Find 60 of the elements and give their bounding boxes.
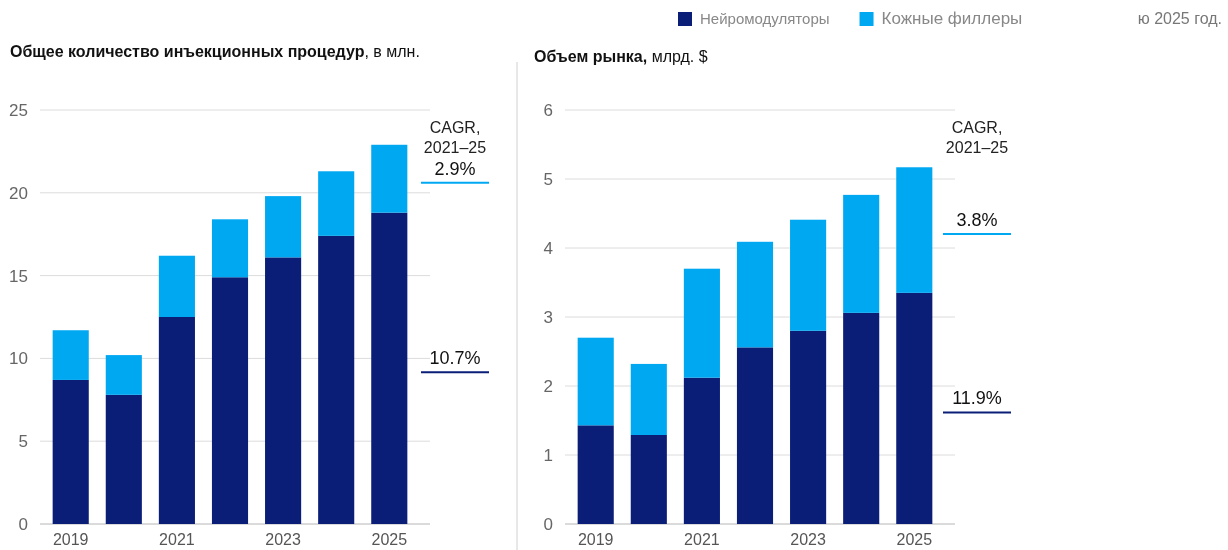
x-tick-label: 2025 <box>896 531 933 549</box>
bar <box>683 377 720 524</box>
x-tick-label: 2023 <box>790 531 826 549</box>
bar <box>371 212 408 524</box>
bar <box>265 257 302 524</box>
x-tick-label: 2021 <box>684 531 720 549</box>
bar <box>736 347 774 524</box>
annotation: CAGR, 2021–25 <box>423 119 487 156</box>
y-tick-label: 2 <box>543 376 553 396</box>
annotation: CAGR, 2021–25 <box>945 119 1009 156</box>
y-tick-label: 1 <box>543 445 553 465</box>
annotation: 10.7% <box>429 348 481 369</box>
y-tick-label: 6 <box>543 100 553 120</box>
bar <box>158 255 195 317</box>
chart-title: Общее количество инъекционных процедур, в млн. <box>10 43 420 60</box>
bar <box>318 171 355 236</box>
y-tick-label: 10 <box>9 349 28 369</box>
bar <box>52 330 89 380</box>
y-tick-label: 5 <box>543 169 553 189</box>
bar <box>105 355 142 395</box>
x-tick-label: 2025 <box>371 531 408 549</box>
bar <box>52 379 89 524</box>
bar <box>577 425 614 524</box>
text: 3.8% <box>956 210 998 231</box>
bar <box>683 268 720 378</box>
bar <box>265 196 302 258</box>
bar <box>211 219 249 278</box>
x-tick-label: 2019 <box>52 531 89 549</box>
bar <box>105 394 142 524</box>
legend-label: Кожные филлеры <box>881 9 1023 28</box>
bar <box>318 235 355 524</box>
y-tick-label: 5 <box>18 432 28 452</box>
x-tick-label: 2019 <box>577 531 614 549</box>
bar <box>790 330 827 524</box>
y-tick-label: 4 <box>543 238 553 258</box>
y-tick-label: 25 <box>9 100 28 120</box>
y-tick-label: 15 <box>9 266 28 286</box>
bar <box>896 292 933 524</box>
bar <box>736 241 774 348</box>
annotation: 11.9% <box>952 388 1002 409</box>
chart-title: Объем рынка, млрд. $ <box>534 48 708 65</box>
text: 2.9% <box>434 158 476 179</box>
bar <box>843 194 880 313</box>
y-tick-label: 0 <box>543 514 553 534</box>
legend-label: Нейромодуляторы <box>700 10 830 27</box>
bar <box>371 144 408 213</box>
bar <box>790 219 827 331</box>
x-tick-label: 2023 <box>265 531 301 549</box>
bar <box>577 337 614 426</box>
bar <box>211 277 249 524</box>
bar <box>630 434 667 524</box>
bar <box>843 312 880 524</box>
bar <box>896 167 933 293</box>
y-tick-label: 3 <box>543 307 553 327</box>
x-tick-label: 2021 <box>159 531 195 549</box>
y-tick-label: 20 <box>9 183 28 203</box>
y-tick-label: 0 <box>18 514 28 534</box>
bar <box>158 317 195 524</box>
bar <box>630 363 667 435</box>
text: ю 2025 год. <box>1137 10 1222 27</box>
